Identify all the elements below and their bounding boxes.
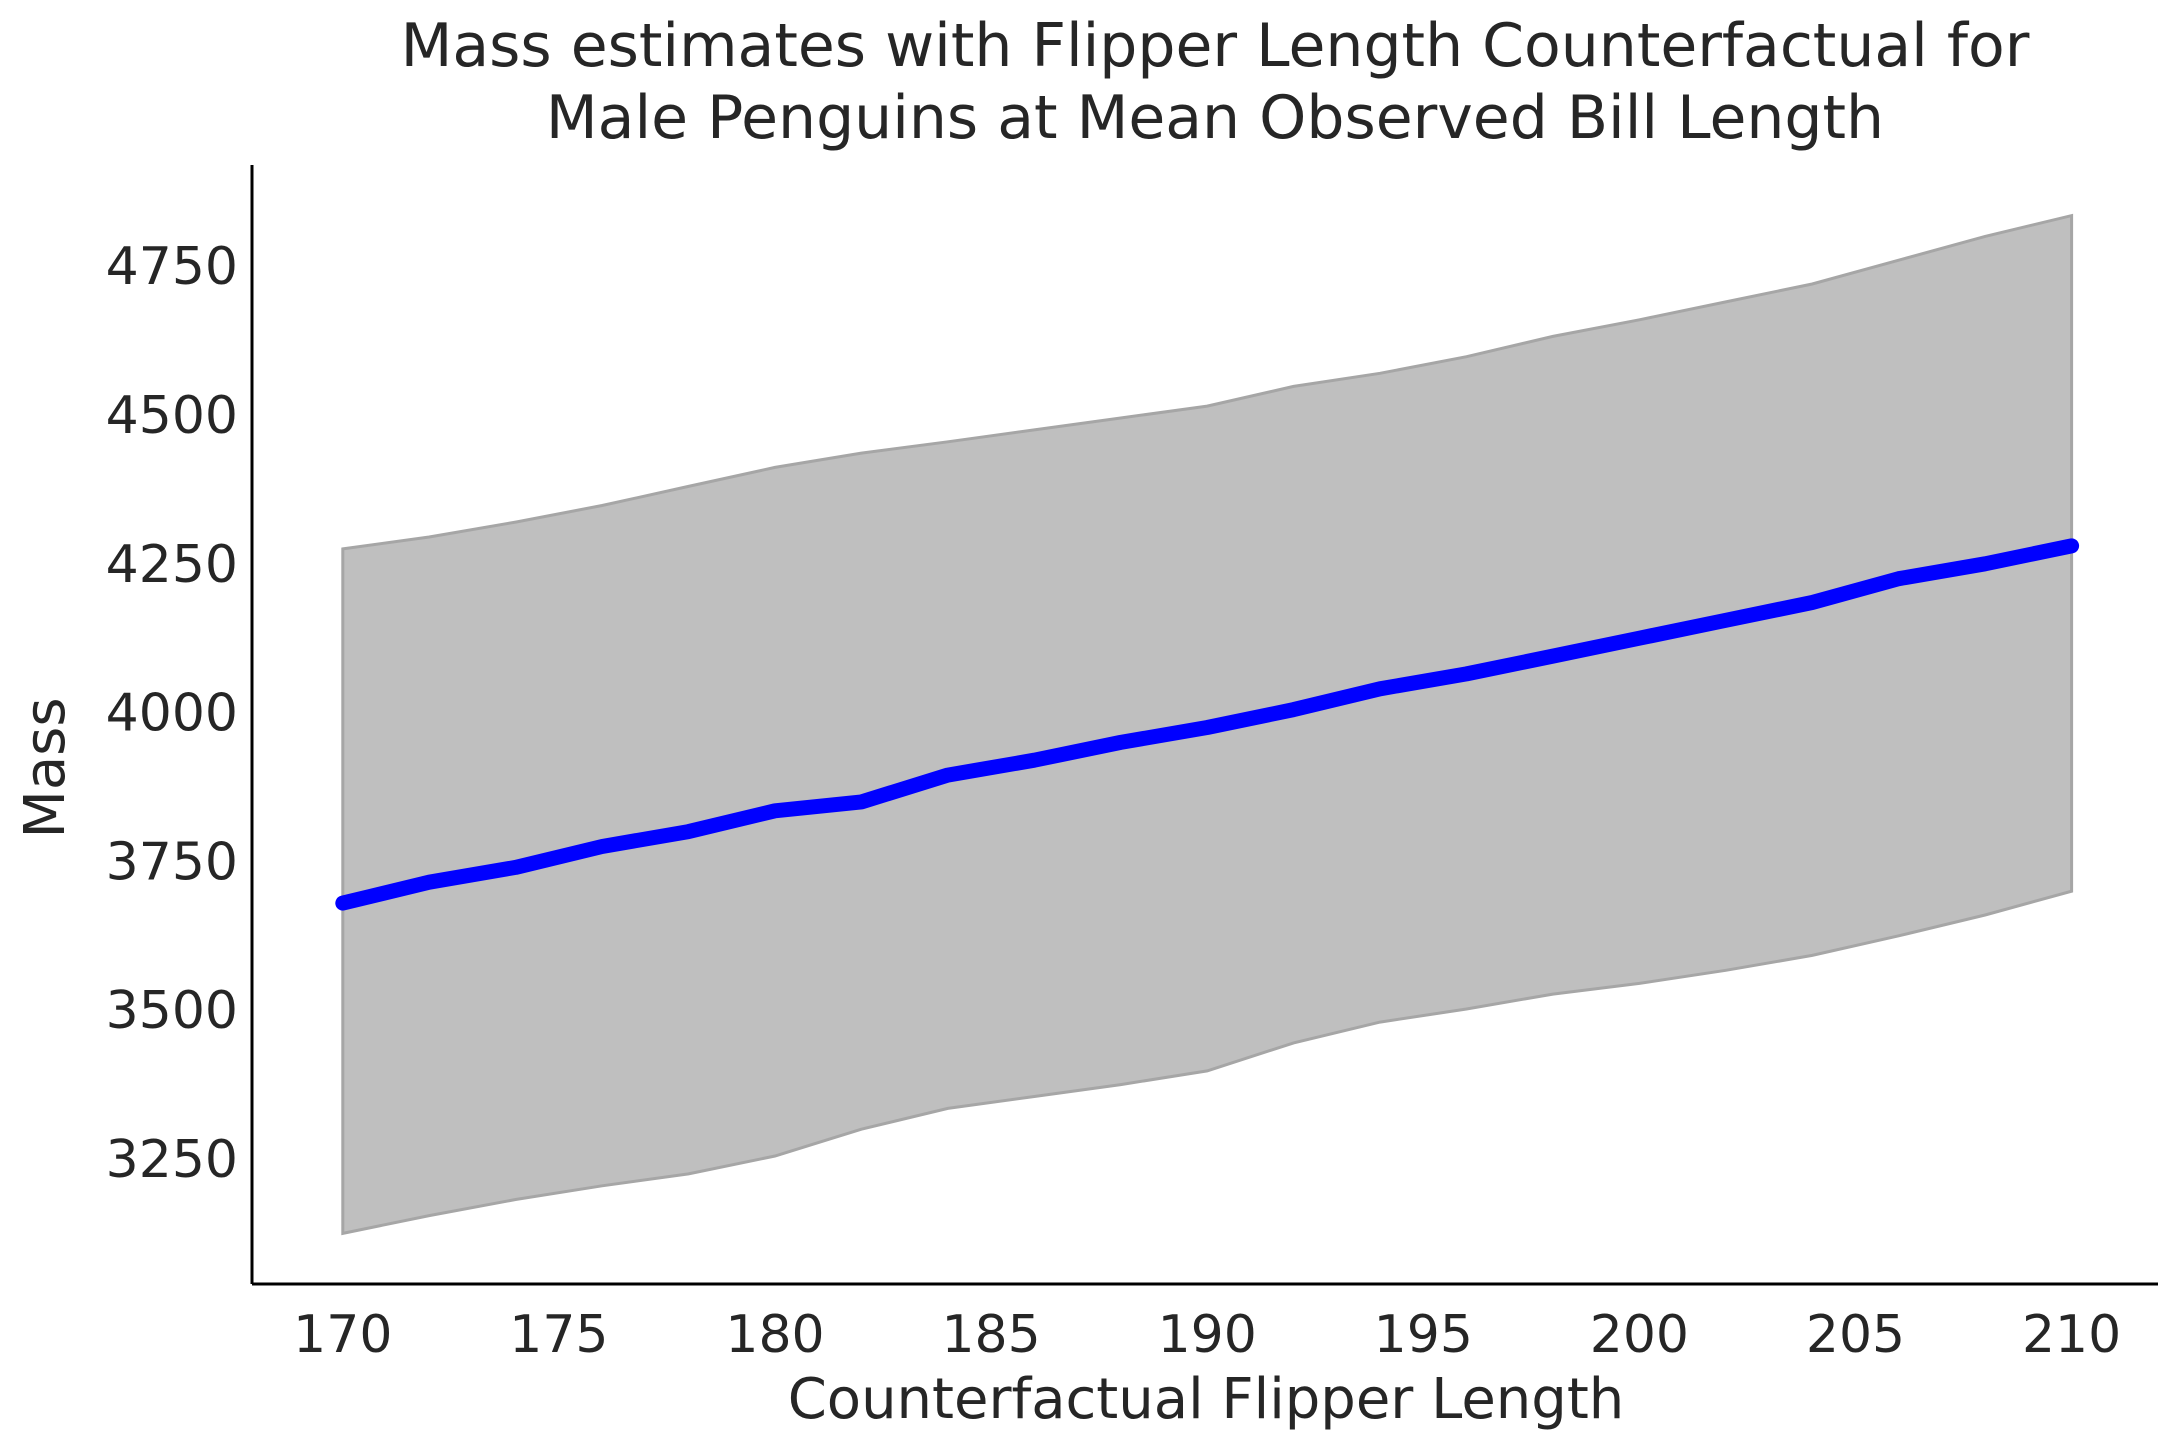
chart-title-line-1: Mass estimates with Flipper Length Count… bbox=[401, 11, 2030, 81]
y-tick-label: 4500 bbox=[106, 386, 238, 446]
x-axis-label: Counterfactual Flipper Length bbox=[788, 1367, 1625, 1432]
y-tick-label: 3750 bbox=[106, 832, 238, 892]
x-tick-label: 180 bbox=[725, 1305, 824, 1365]
x-tick-label: 170 bbox=[293, 1305, 392, 1365]
x-tick-label: 190 bbox=[1158, 1305, 1257, 1365]
y-tick-label: 3500 bbox=[106, 981, 238, 1041]
x-tick-label: 175 bbox=[509, 1305, 608, 1365]
x-tick-label: 210 bbox=[2022, 1305, 2121, 1365]
y-tick-label: 4000 bbox=[106, 684, 238, 744]
x-tick-label: 200 bbox=[1590, 1305, 1689, 1365]
x-tick-label: 195 bbox=[1374, 1305, 1473, 1365]
y-axis-label: Mass bbox=[13, 698, 78, 839]
chart-title-line-2: Male Penguins at Mean Observed Bill Leng… bbox=[546, 83, 1884, 153]
mean-mass-line bbox=[335, 538, 2080, 911]
y-tick-label: 3250 bbox=[106, 1130, 238, 1190]
y-tick-label: 4250 bbox=[106, 535, 238, 595]
x-tick-label: 205 bbox=[1806, 1305, 1905, 1365]
x-axis-ticks: 170 175 180 185 190 195 200 205 210 bbox=[293, 1305, 2121, 1365]
y-axis-ticks: 3250 3500 3750 4000 4250 4500 4750 bbox=[106, 237, 238, 1190]
x-tick-label: 185 bbox=[941, 1305, 1040, 1365]
y-tick-label: 4750 bbox=[106, 237, 238, 297]
